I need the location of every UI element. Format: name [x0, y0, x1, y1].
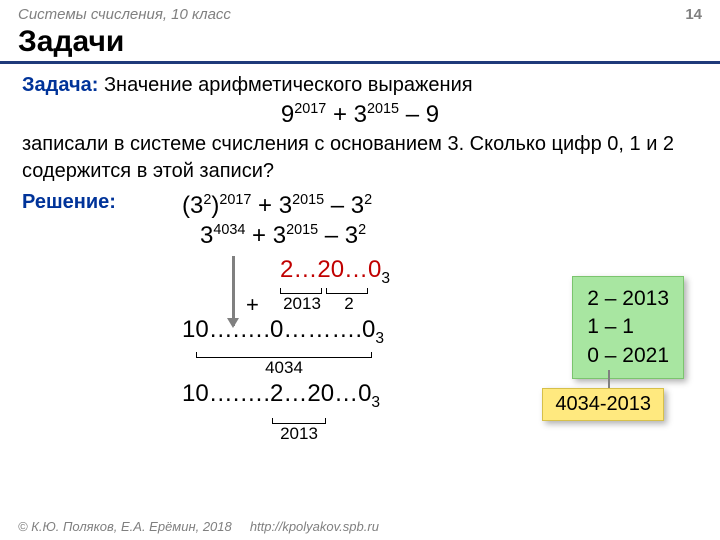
l2-op2: – 3	[318, 222, 358, 249]
task-intro: Значение арифметического выражения	[104, 74, 473, 96]
green-l1: 2 – 2013	[587, 285, 669, 313]
footer: © К.Ю. Поляков, Е.А. Ерёмин, 2018 http:/…	[18, 519, 379, 534]
l2-csup: 2	[358, 222, 366, 238]
task-rest: записали в системе счисления с основание…	[22, 131, 698, 185]
expr-base2: 3	[354, 101, 367, 128]
solution-label: Решение:	[22, 191, 116, 213]
red-sub: 3	[381, 270, 390, 287]
slide-title: Задачи	[0, 25, 720, 64]
sol-line2: 34034 + 32015 – 32	[200, 222, 698, 250]
green-summary-box: 2 – 2013 1 – 1 0 – 2021	[572, 276, 684, 379]
task-label: Задача:	[22, 74, 98, 96]
expr-op1: +	[333, 101, 347, 128]
task-expression: 92017 + 32015 – 9	[22, 101, 698, 129]
red-text: 2…20…0	[280, 256, 381, 283]
l2-op1: + 3	[245, 222, 286, 249]
l2-a: 3	[200, 222, 213, 249]
l1-op1: + 3	[251, 192, 292, 219]
l1-a: (3	[182, 192, 203, 219]
result-text: 10….….2…20…0	[182, 380, 371, 407]
expr-op2: –	[406, 101, 419, 128]
connector-line	[608, 370, 610, 388]
result-sub: 3	[371, 393, 380, 410]
l2-bsup: 2015	[286, 222, 318, 238]
header-topic: Системы счисления, 10 класс	[18, 6, 231, 23]
wide-text: 10….….0……….0	[182, 316, 375, 343]
red-right-label: 2	[334, 294, 364, 314]
l1-dsup: 2	[364, 192, 372, 208]
expr-base1: 9	[281, 101, 294, 128]
task-block: Задача: Значение арифметического выражен…	[22, 72, 698, 99]
wide-sub: 3	[375, 330, 384, 347]
page-number: 14	[685, 6, 702, 23]
l1-csup: 2015	[292, 192, 324, 208]
green-l3: 0 – 2021	[587, 342, 669, 370]
footer-copyright: © К.Ю. Поляков, Е.А. Ерёмин, 2018	[18, 519, 232, 534]
l2-asup: 4034	[213, 222, 245, 238]
result-label: 2013	[264, 424, 334, 444]
green-l2: 1 – 1	[587, 313, 669, 341]
expr-term3: 9	[426, 101, 439, 128]
red-left-label: 2013	[272, 294, 332, 314]
plus-sign: +	[246, 292, 259, 318]
l1-op2: – 3	[324, 192, 364, 219]
expr-exp2: 2015	[367, 101, 399, 117]
wide-label: 4034	[196, 358, 372, 378]
sol-line1: (32)2017 + 32015 – 32	[182, 192, 698, 220]
l1-bsup: 2017	[219, 192, 251, 208]
footer-url: http://kpolyakov.spb.ru	[250, 519, 379, 534]
yellow-note-box: 4034-2013	[542, 388, 664, 421]
expr-exp1: 2017	[294, 101, 326, 117]
